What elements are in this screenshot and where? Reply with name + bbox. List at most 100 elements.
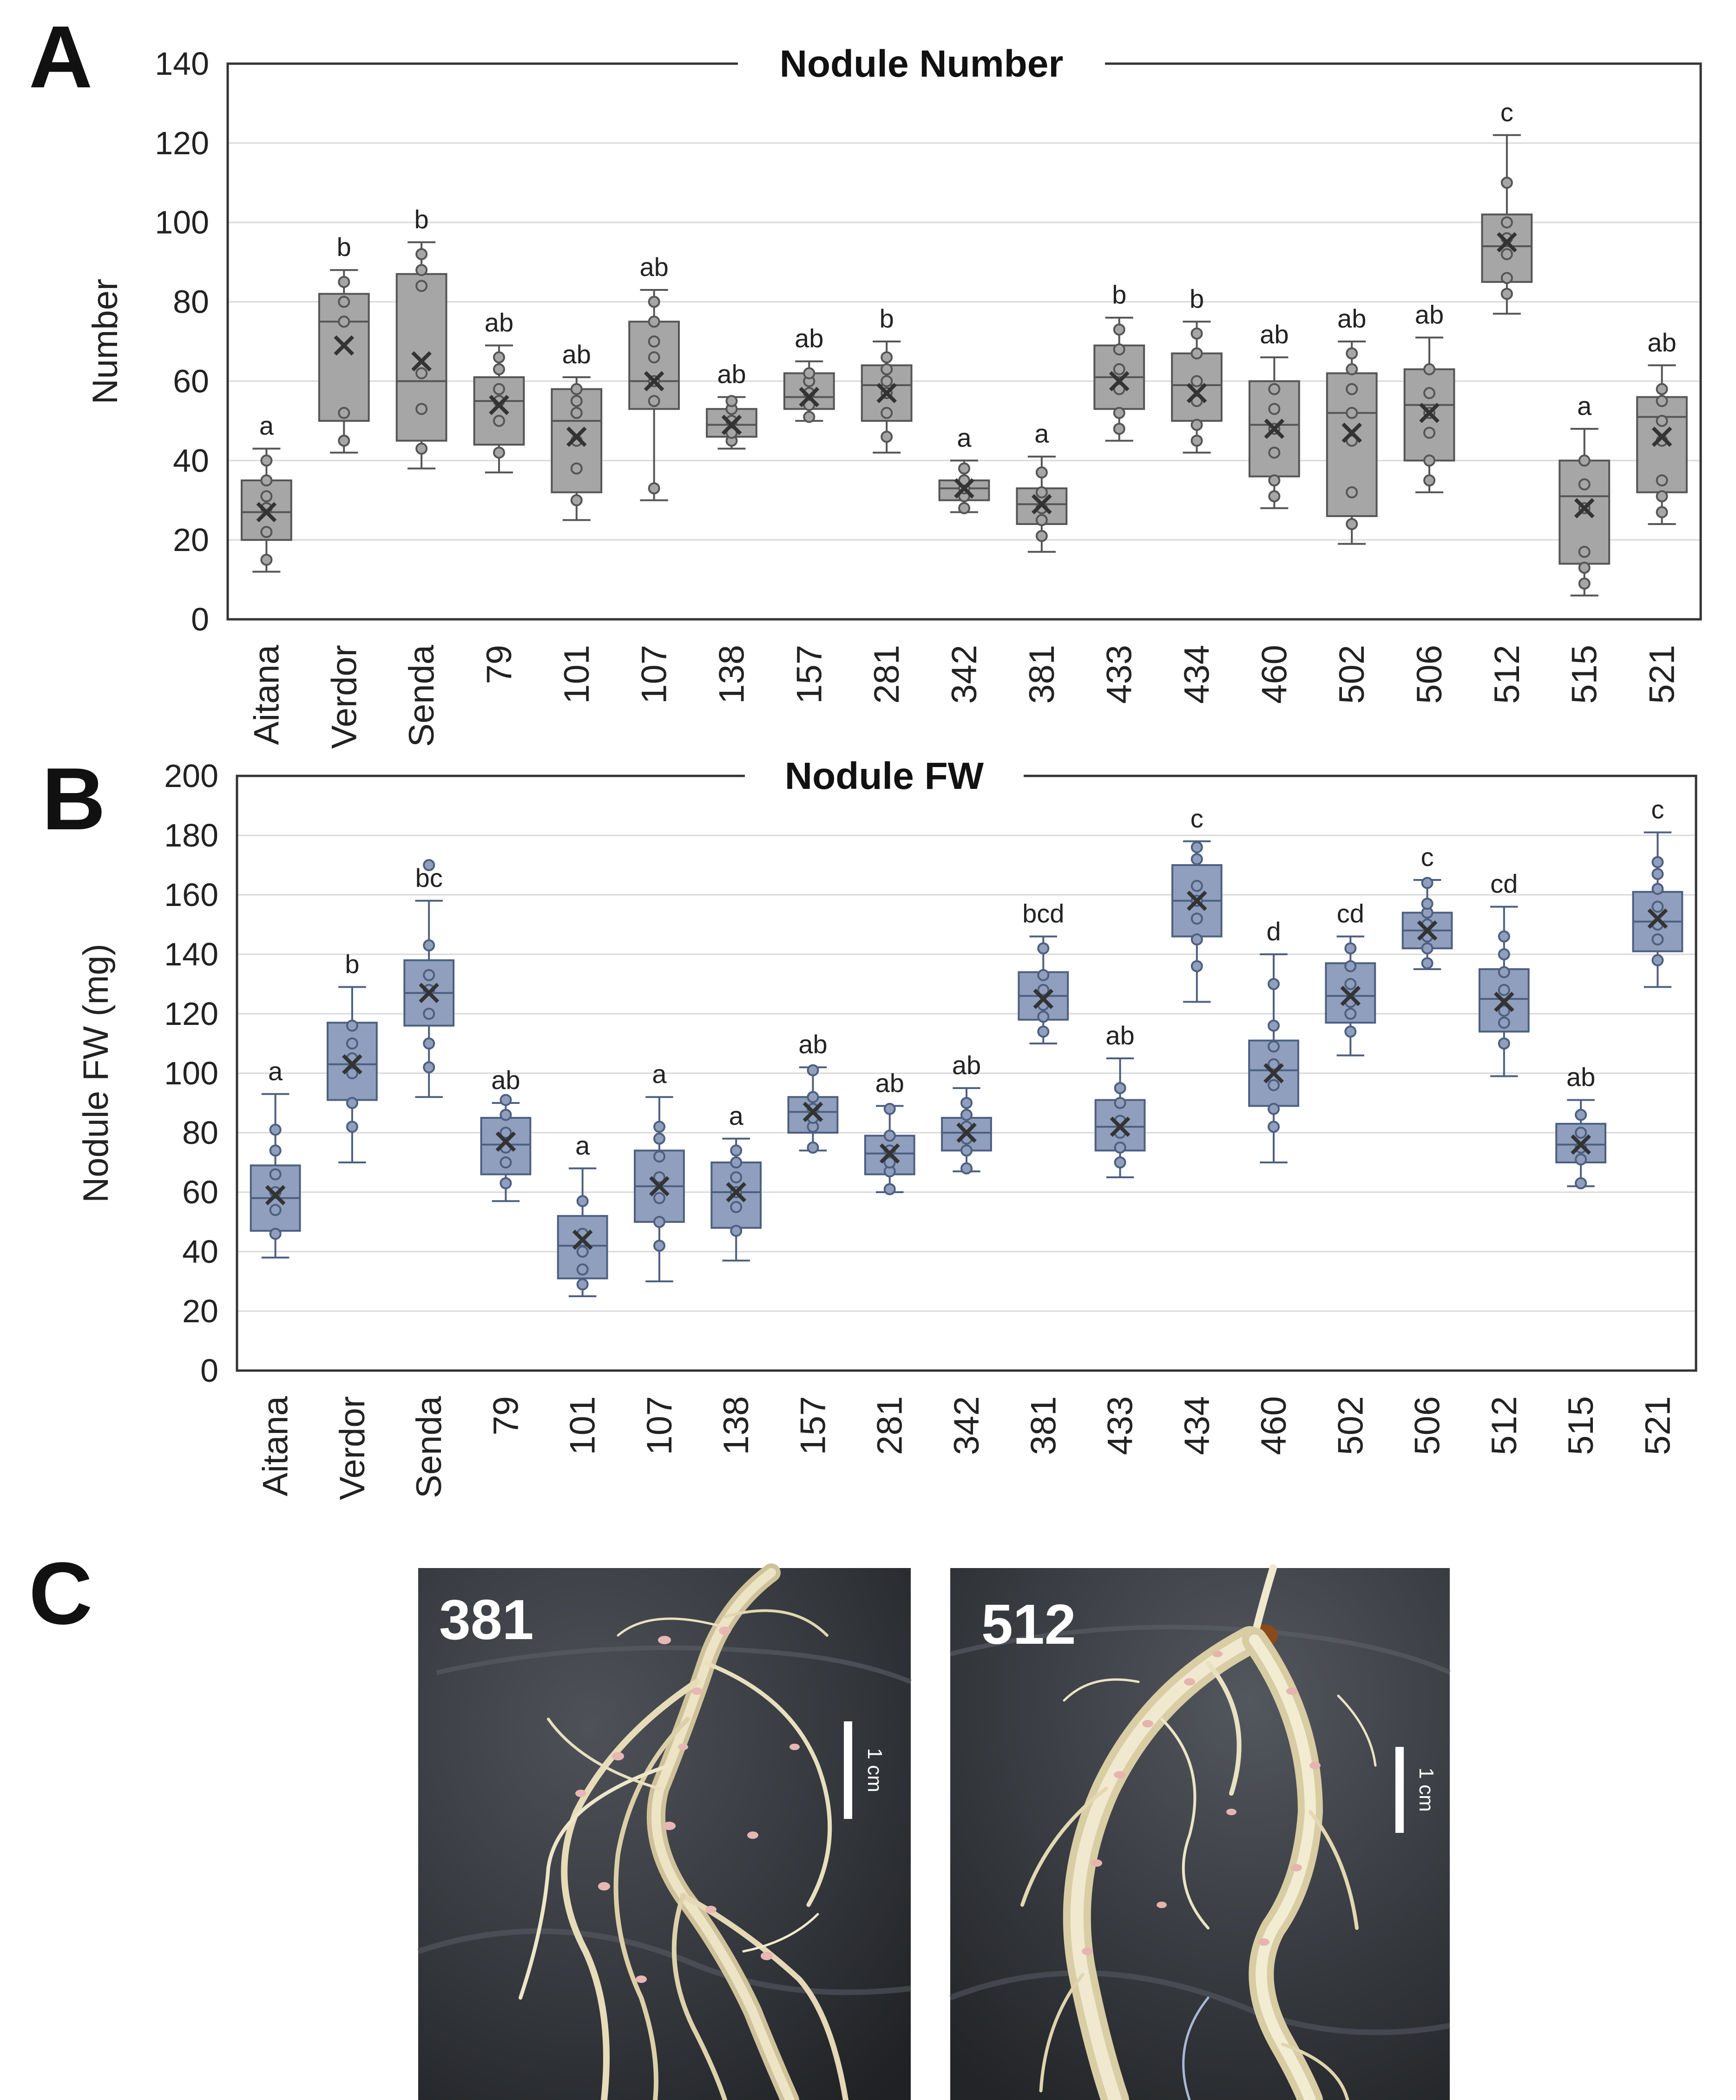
- box-plot-512: cd: [1478, 869, 1530, 1077]
- chart-title: Nodule Number: [780, 43, 1063, 85]
- significance-letter: bc: [415, 863, 443, 892]
- board-highlight: [949, 1970, 1451, 2035]
- data-point: [960, 1144, 973, 1157]
- data-point: [1498, 1004, 1510, 1017]
- board-highlight: [436, 1645, 912, 1684]
- data-point: [260, 454, 273, 467]
- x-tick-label: 521: [1643, 645, 1682, 704]
- data-point: [1346, 363, 1358, 375]
- data-point: [1346, 407, 1358, 419]
- data-point: [1346, 518, 1358, 530]
- data-point: [269, 1168, 282, 1181]
- data-point: [725, 395, 738, 407]
- mean-marker: [1186, 383, 1207, 403]
- data-point: [958, 462, 970, 475]
- data-point: [1498, 948, 1510, 960]
- data-point: [807, 1091, 819, 1103]
- box-plot-515: a: [1558, 391, 1611, 597]
- data-point: [648, 295, 660, 308]
- panel-c-letter: C: [29, 1544, 92, 1643]
- x-tick-label: 512: [1487, 645, 1527, 704]
- box-plot-281: ab: [864, 1068, 915, 1195]
- chart-title-background: [738, 50, 1105, 78]
- mean-marker: [1647, 908, 1668, 929]
- mean-marker: [1110, 1116, 1131, 1137]
- data-point: [570, 494, 583, 506]
- data-point: [415, 248, 428, 261]
- box-plot-101: ab: [551, 340, 603, 521]
- data-point: [1423, 387, 1436, 400]
- data-point: [493, 351, 505, 364]
- data-point: [269, 1204, 282, 1216]
- data-point: [1190, 853, 1203, 866]
- significance-letter: ab: [798, 1030, 827, 1059]
- data-point: [423, 1008, 435, 1020]
- mean-marker: [1341, 422, 1362, 443]
- significance-letter: ab: [795, 324, 823, 353]
- data-point: [1500, 216, 1513, 229]
- chart-title-background: [745, 762, 1024, 790]
- y-tick-label: 40: [173, 442, 209, 479]
- mean-marker: [572, 1229, 593, 1250]
- y-tick-label: 140: [155, 46, 209, 82]
- data-point: [493, 363, 505, 375]
- data-point: [415, 280, 428, 292]
- box-plot-157: ab: [787, 1030, 839, 1154]
- data-point: [493, 383, 505, 395]
- y-tick-label: 100: [155, 204, 209, 241]
- data-point: [883, 1156, 896, 1168]
- nodules: [1082, 1651, 1321, 1955]
- mean-marker: [566, 427, 587, 447]
- data-point: [1190, 375, 1203, 387]
- mean-marker: [1263, 1063, 1284, 1083]
- data-point: [807, 1064, 819, 1076]
- data-point: [648, 395, 660, 407]
- data-point: [338, 315, 350, 328]
- significance-letter: a: [268, 1057, 283, 1086]
- x-tick-label: 515: [1565, 645, 1604, 704]
- significance-letter: a: [575, 1131, 590, 1160]
- data-point: [500, 1177, 512, 1189]
- box-plot-Aitana: a: [250, 1057, 301, 1259]
- data-point: [570, 462, 583, 475]
- data-point: [1190, 434, 1203, 447]
- data-point: [1268, 978, 1280, 990]
- data-point: [260, 474, 273, 486]
- x-tick-label: 502: [1331, 1396, 1370, 1455]
- data-point: [803, 367, 815, 380]
- data-point: [881, 407, 893, 419]
- x-tick-label: 107: [640, 1396, 679, 1455]
- y-tick-label: 0: [191, 601, 209, 637]
- mean-marker: [1574, 498, 1595, 518]
- significance-letter: c: [1500, 98, 1513, 127]
- significance-letter: ab: [875, 1068, 904, 1097]
- significance-letter: ab: [717, 360, 746, 389]
- data-point: [1498, 984, 1510, 996]
- data-point: [1268, 1121, 1280, 1133]
- data-point: [1578, 561, 1591, 574]
- data-point: [730, 1171, 743, 1183]
- data-point: [648, 315, 660, 328]
- data-point: [1268, 403, 1281, 415]
- significance-letter: b: [414, 204, 429, 234]
- box-plot-512: c: [1481, 98, 1533, 315]
- root-system: [519, 1563, 848, 2100]
- data-point: [260, 526, 273, 538]
- data-point: [338, 434, 350, 447]
- data-point: [1190, 912, 1203, 925]
- y-tick-label: 0: [200, 1352, 218, 1389]
- data-point: [1656, 395, 1668, 407]
- mean-marker: [256, 502, 277, 523]
- data-point: [1421, 942, 1434, 955]
- box-plot-502: cd: [1325, 899, 1376, 1057]
- box-plot-138: a: [710, 1101, 762, 1262]
- data-point: [1035, 486, 1048, 499]
- data-point: [1421, 957, 1434, 970]
- box-plot-79: ab: [473, 308, 525, 473]
- data-point: [1423, 363, 1436, 375]
- y-tick-label: 100: [164, 1055, 218, 1091]
- mean-marker: [342, 1054, 362, 1075]
